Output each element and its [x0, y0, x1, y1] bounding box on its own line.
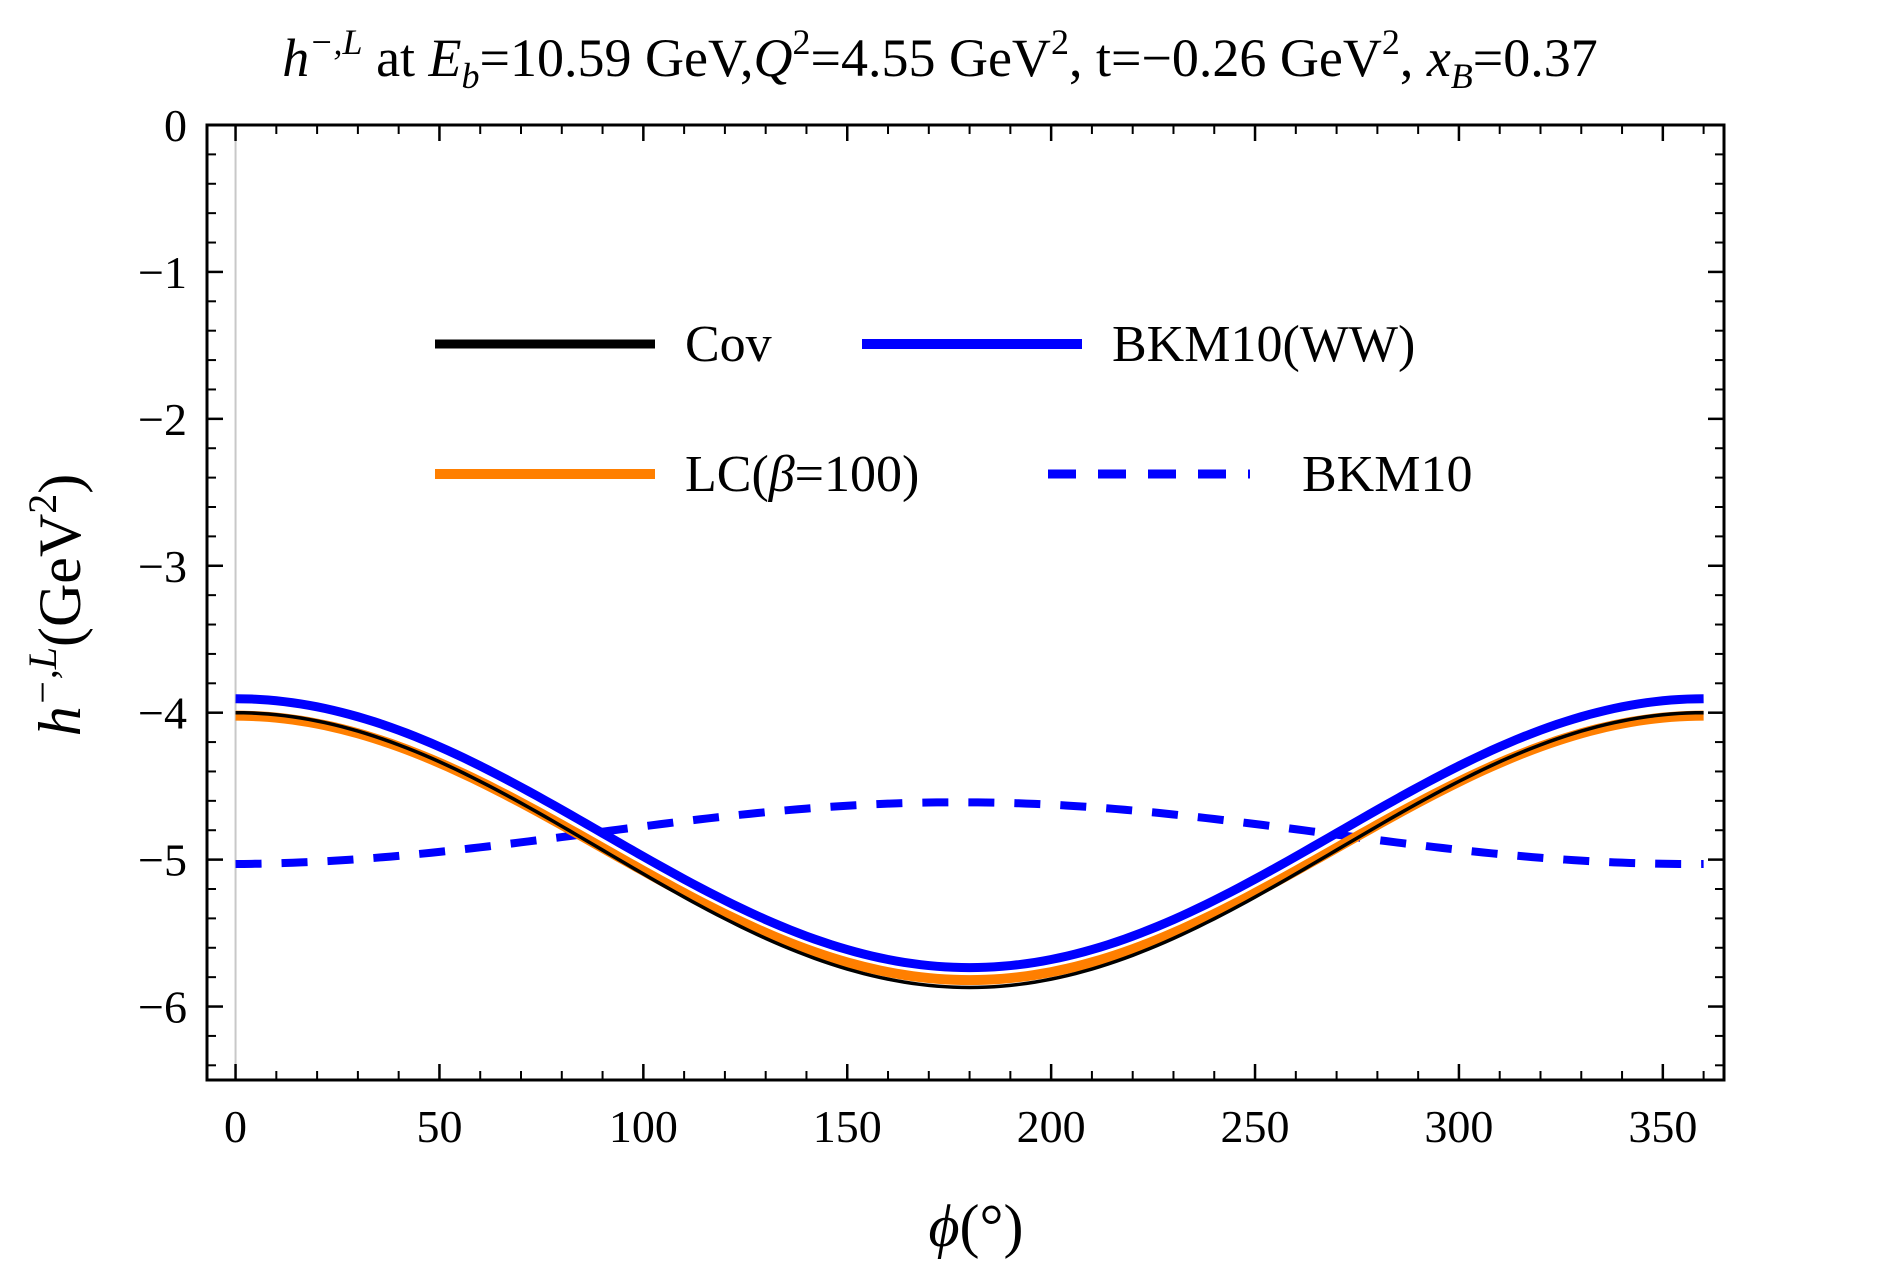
y-tick-label: 0 [164, 100, 187, 151]
legend-label-lc: LC(β=100) [685, 446, 919, 503]
x-tick-label: 200 [1017, 1101, 1086, 1152]
x-tick-label: 250 [1221, 1101, 1290, 1152]
y-axis-label: h−,L(GeV2) [20, 474, 93, 737]
series-line-cov [235, 710, 1704, 990]
x-tick-label: 100 [609, 1101, 678, 1152]
series-line-bkm10-ww [235, 694, 1704, 973]
x-axis-label: ϕ(°) [928, 1193, 1023, 1259]
plot-frame [205, 123, 1726, 1082]
x-tick-label: 50 [416, 1101, 462, 1152]
x-axis-ticks: 0 50 100 150 200 250 300 350 [224, 125, 1705, 1152]
legend-label-bkm10-ww: BKM10(WW) [1112, 316, 1415, 373]
series-line-bkm10 [235, 798, 1704, 869]
y-tick-label: −3 [138, 541, 187, 592]
legend-label-bkm10: BKM10 [1302, 446, 1472, 503]
x-tick-label: 0 [224, 1101, 247, 1152]
y-tick-label: −2 [138, 394, 187, 445]
y-tick-label: −4 [138, 688, 187, 739]
y-axis-ticks: 0 −1 −2 −3 −4 −5 −6 [138, 100, 1724, 1067]
y-tick-label: −1 [138, 247, 187, 298]
y-tick-label: −6 [138, 982, 187, 1033]
x-tick-label: 350 [1628, 1101, 1697, 1152]
legend-label-cov: Cov [685, 316, 772, 373]
y-tick-label: −5 [138, 835, 187, 886]
chart-title: h−,L at Eb=10.59 GeV,Q2=4.55 GeV2, t=−0.… [282, 22, 1598, 96]
x-tick-label: 150 [813, 1101, 882, 1152]
legend: Cov BKM10(WW) LC(β=100) BKM10 [435, 316, 1472, 503]
series-layer [235, 694, 1704, 990]
x-tick-label: 300 [1424, 1101, 1493, 1152]
